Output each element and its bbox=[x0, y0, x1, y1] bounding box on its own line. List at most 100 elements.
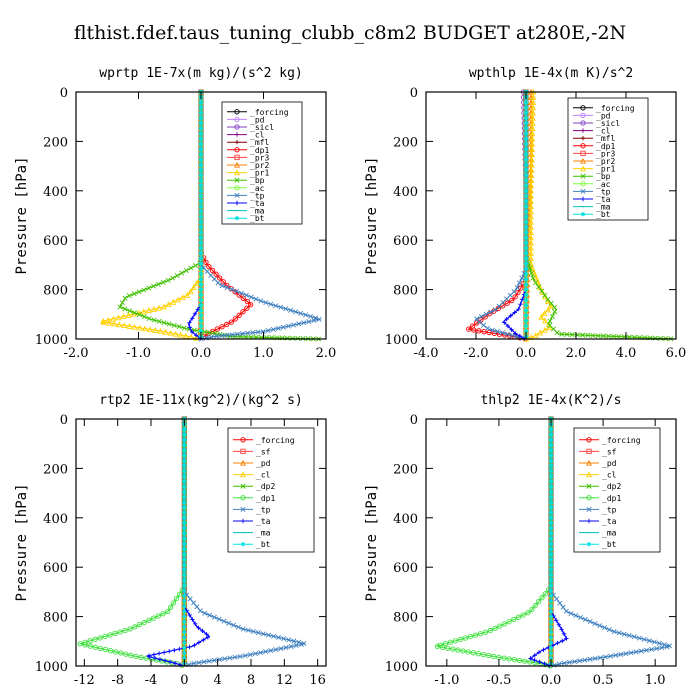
data-point bbox=[202, 610, 208, 616]
data-point bbox=[442, 641, 449, 647]
data-point bbox=[181, 325, 187, 331]
data-point bbox=[182, 437, 187, 442]
data-point bbox=[499, 330, 505, 336]
data-point bbox=[270, 326, 276, 332]
data-point bbox=[286, 637, 292, 643]
data-point bbox=[120, 313, 127, 320]
data-point bbox=[529, 606, 535, 613]
data-point bbox=[151, 652, 157, 657]
data-point bbox=[523, 245, 529, 251]
legend-entry-bp: _bp bbox=[573, 172, 611, 181]
data-point bbox=[523, 261, 529, 266]
data-point bbox=[548, 453, 554, 458]
legend-marker bbox=[580, 196, 586, 202]
x-tick-label: 8 bbox=[247, 673, 255, 688]
data-point bbox=[219, 283, 225, 289]
data-point bbox=[160, 611, 166, 617]
data-point bbox=[232, 316, 238, 322]
y-axis-label: Pressure [hPa] bbox=[364, 483, 380, 601]
data-point bbox=[141, 619, 147, 626]
data-point bbox=[457, 636, 464, 643]
data-point bbox=[517, 333, 523, 339]
legend-entry-ta: _ta bbox=[573, 195, 611, 204]
legend-entry-dp1: _dp1 bbox=[573, 142, 615, 151]
data-point bbox=[529, 125, 536, 132]
data-point bbox=[548, 640, 554, 645]
legend-box bbox=[221, 101, 303, 225]
data-point bbox=[528, 270, 535, 276]
data-point bbox=[548, 541, 554, 546]
legend-label: _tp bbox=[256, 505, 271, 514]
data-point bbox=[182, 640, 187, 645]
data-point bbox=[136, 289, 142, 295]
data-point bbox=[523, 318, 529, 323]
data-point bbox=[198, 230, 204, 235]
data-point bbox=[547, 322, 553, 328]
legend-marker bbox=[580, 212, 586, 217]
data-point bbox=[548, 614, 554, 619]
data-point bbox=[518, 285, 524, 291]
x-tick-label: 4.0 bbox=[616, 346, 637, 361]
legend-label: _ta bbox=[250, 199, 265, 208]
legend-marker bbox=[234, 200, 240, 206]
data-point bbox=[187, 320, 192, 325]
data-point bbox=[204, 632, 209, 637]
data-point bbox=[548, 624, 554, 630]
data-point bbox=[515, 289, 521, 296]
data-point bbox=[182, 614, 187, 619]
x-tick-label: 0.0 bbox=[541, 673, 562, 688]
data-point bbox=[301, 640, 307, 646]
data-point bbox=[545, 296, 551, 302]
data-point bbox=[168, 604, 174, 610]
data-point bbox=[182, 650, 187, 656]
data-point bbox=[155, 613, 162, 619]
x-tick-label: -2.0 bbox=[63, 346, 88, 361]
data-point bbox=[197, 608, 203, 614]
data-point bbox=[554, 330, 560, 336]
data-point bbox=[528, 656, 533, 661]
data-point bbox=[523, 126, 529, 131]
data-point bbox=[541, 647, 546, 652]
legend-entry-cl: _cl bbox=[233, 471, 271, 480]
data-point bbox=[198, 105, 204, 110]
data-point bbox=[516, 280, 522, 286]
panel-4: thlp2 1E-4x(K^2)/s Pressure [hPa] -1.0 -0.5… bbox=[364, 393, 677, 688]
data-point bbox=[198, 256, 204, 261]
data-point bbox=[564, 331, 570, 337]
y-tick-label: 200 bbox=[43, 135, 68, 150]
data-point bbox=[138, 654, 144, 660]
data-point bbox=[242, 653, 248, 659]
data-point bbox=[523, 266, 529, 271]
data-point bbox=[539, 289, 546, 296]
data-point bbox=[172, 330, 179, 337]
data-point bbox=[528, 161, 535, 168]
data-point bbox=[480, 651, 487, 658]
data-point bbox=[198, 277, 204, 282]
data-point bbox=[201, 637, 206, 643]
legend-entry-bt: _bt bbox=[579, 540, 617, 549]
data-point bbox=[140, 308, 147, 315]
data-point bbox=[226, 620, 232, 626]
data-point bbox=[100, 318, 107, 325]
data-point bbox=[548, 619, 554, 624]
data-point bbox=[198, 292, 204, 297]
data-point bbox=[167, 329, 174, 336]
legend-marker bbox=[240, 437, 246, 443]
data-point bbox=[563, 608, 569, 614]
data-point bbox=[512, 310, 517, 315]
legend-marker bbox=[240, 506, 246, 512]
legend-label: _cl bbox=[250, 131, 265, 140]
data-point bbox=[487, 627, 493, 634]
data-point bbox=[219, 324, 225, 330]
data-point bbox=[190, 316, 195, 321]
data-point bbox=[476, 328, 482, 334]
legend-marker bbox=[240, 542, 246, 547]
data-point bbox=[248, 294, 254, 300]
data-point bbox=[206, 658, 212, 664]
data-point bbox=[151, 317, 157, 323]
data-point bbox=[434, 643, 441, 650]
data-point bbox=[182, 442, 187, 448]
data-point bbox=[502, 320, 507, 325]
data-point bbox=[216, 616, 222, 622]
legend-entry-dp2: _dp2 bbox=[233, 482, 275, 491]
